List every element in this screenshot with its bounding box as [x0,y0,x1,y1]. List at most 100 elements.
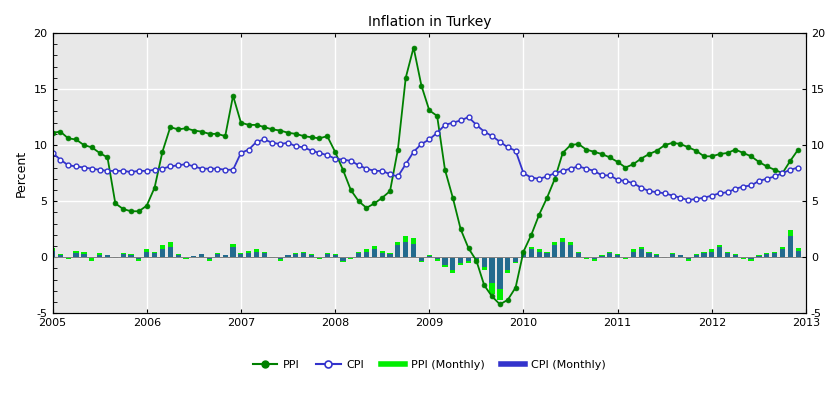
Bar [725,252,730,257]
Bar [481,257,487,268]
Bar [788,230,793,257]
Bar [286,255,291,257]
Bar [349,257,354,258]
Bar [113,257,118,258]
Bar [443,257,448,265]
Bar [144,252,150,257]
Bar [215,253,220,257]
Bar [623,257,628,258]
Bar [732,255,738,257]
Bar [584,257,589,260]
Bar [215,254,220,257]
Bar [183,257,188,260]
Bar [427,256,432,257]
Bar [317,257,322,260]
Bar [380,253,385,257]
Bar [419,257,424,260]
Bar [434,257,439,260]
Bar [50,248,55,257]
Bar [458,257,464,263]
CPI [793,165,803,170]
Bar [741,257,746,258]
Bar [600,256,605,257]
Bar [709,249,714,257]
Bar [144,249,150,257]
CPI [683,197,693,202]
CPI [150,167,160,172]
Bar [575,253,581,257]
Bar [105,255,110,257]
Bar [607,252,612,257]
Bar [654,254,659,257]
Bar [223,255,228,257]
Bar [591,257,596,260]
Bar [505,257,511,273]
Bar [764,254,769,257]
Bar [270,257,275,258]
Bar [387,254,392,257]
Bar [568,245,573,257]
Bar [160,249,165,257]
Bar [584,257,589,258]
Bar [497,257,502,300]
PPI [150,185,160,190]
Bar [396,241,401,257]
Bar [427,255,432,257]
Line: CPI: CPI [50,115,801,202]
Bar [521,253,526,257]
Bar [654,255,659,257]
Bar [678,255,683,257]
Bar [670,254,675,257]
Bar [411,238,416,257]
Bar [270,257,275,258]
Bar [262,252,267,257]
Bar [372,249,377,257]
Bar [73,250,79,257]
Bar [277,257,283,260]
Bar [121,253,126,257]
Bar [450,257,455,270]
Bar [490,257,495,294]
Bar [685,257,690,260]
Bar [474,257,479,260]
Bar [474,257,479,260]
Bar [631,249,636,257]
Bar [207,257,213,260]
Bar [97,253,102,257]
Bar [466,257,471,260]
Bar [756,256,762,257]
Bar [364,252,369,257]
Bar [81,254,87,257]
CPI [448,120,458,125]
Bar [239,254,244,257]
Bar [685,257,690,260]
Bar [207,257,213,260]
Bar [333,254,338,257]
Bar [97,255,102,257]
Bar [560,241,565,257]
Bar [113,257,118,258]
Y-axis label: Percent: Percent [15,150,28,197]
Bar [333,255,338,257]
Legend: PPI, CPI, PPI (Monthly), CPI (Monthly): PPI, CPI, PPI (Monthly), CPI (Monthly) [249,355,610,374]
Bar [176,255,181,257]
Bar [324,253,330,257]
Bar [136,257,141,260]
CPI [464,115,474,120]
Bar [176,254,181,257]
Bar [780,247,785,257]
PPI [455,227,465,232]
Bar [568,241,573,257]
Bar [717,247,722,257]
PPI [495,302,505,307]
Bar [528,247,534,257]
Bar [552,245,558,257]
Bar [623,257,628,260]
Bar [638,247,643,257]
Bar [364,249,369,257]
Bar [66,257,71,258]
Bar [795,250,801,257]
Bar [66,257,71,260]
Bar [230,247,236,257]
Bar [450,257,455,273]
